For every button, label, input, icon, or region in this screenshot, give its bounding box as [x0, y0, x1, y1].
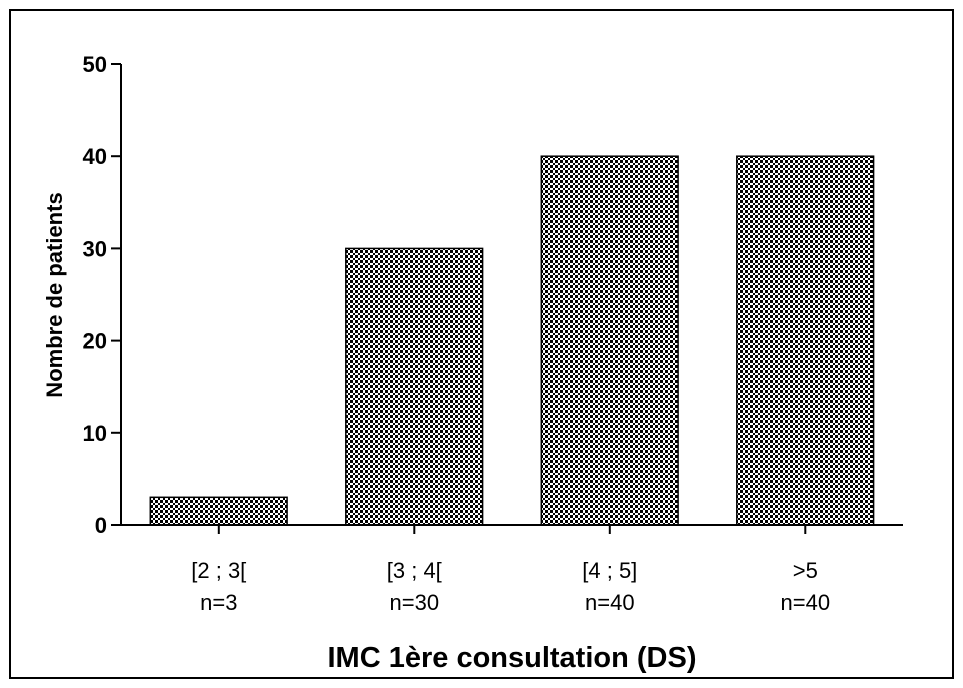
x-tick-sublabel: n=40: [781, 590, 831, 615]
x-tick-label: [2 ; 3[: [191, 558, 246, 583]
x-labels-layer: [2 ; 3[ n=3 [3 ; 4[ n=30 [4 ; 5] n=40 >5 n=40: [191, 558, 830, 615]
bar: [149, 496, 288, 526]
x-tick-sublabel: n=40: [585, 590, 635, 615]
bar: [345, 247, 484, 526]
x-tick-sublabel: n=3: [200, 590, 237, 615]
y-tick-label: 0: [95, 513, 107, 538]
x-axis-title: IMC 1ère consultation (DS): [328, 642, 697, 674]
bar: [736, 155, 875, 526]
x-ticks-layer: [217, 525, 807, 534]
bars-layer: [149, 155, 875, 526]
y-ticks-layer: 0 10 20 30 40 50: [83, 52, 121, 538]
x-tick-label: [3 ; 4[: [387, 558, 442, 583]
x-tick-label: [4 ; 5]: [582, 558, 637, 583]
x-tick-sublabel: n=30: [390, 590, 440, 615]
y-tick-label: 20: [83, 329, 107, 354]
y-axis-title: Nombre de patients: [42, 192, 67, 397]
bar: [540, 155, 679, 526]
y-tick-label: 40: [83, 144, 107, 169]
y-tick-label: 30: [83, 236, 107, 261]
y-tick-label: 50: [83, 52, 107, 77]
x-tick-label: >5: [793, 558, 818, 583]
y-tick-label: 10: [83, 421, 107, 446]
